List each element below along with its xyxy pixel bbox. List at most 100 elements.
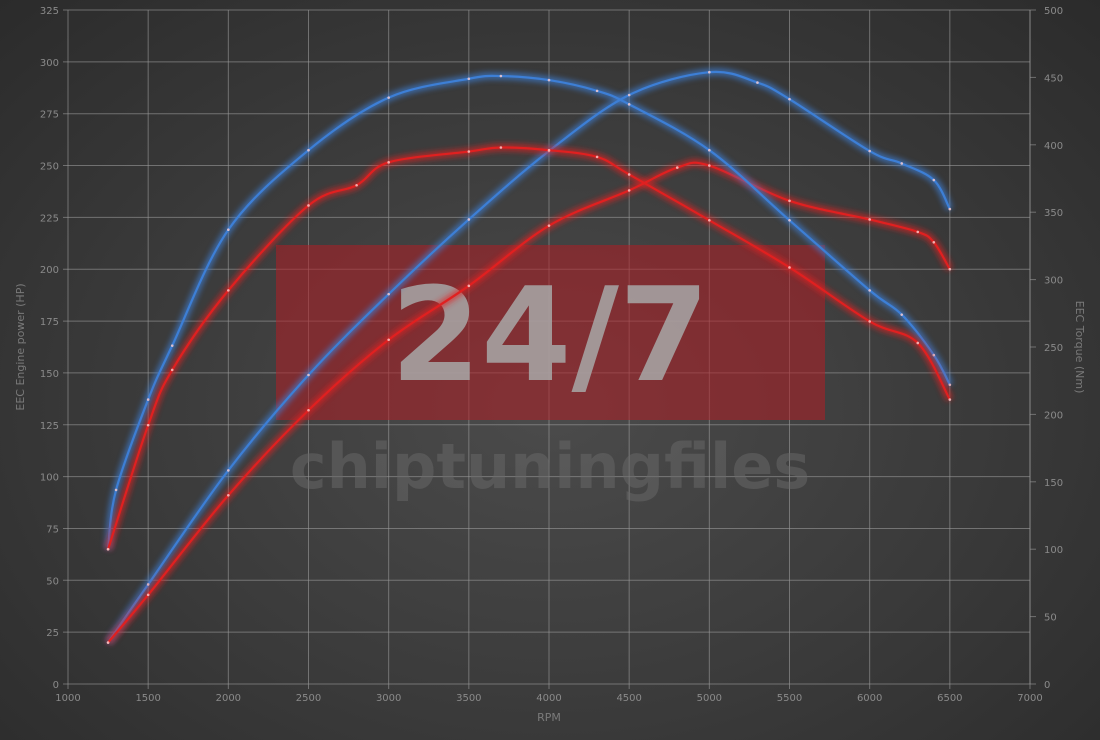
data-point [387, 292, 390, 296]
data-point [916, 341, 920, 345]
y-right-tick-label: 450 [1044, 73, 1063, 84]
y-right-tick-label: 0 [1044, 680, 1050, 691]
data-point [106, 641, 110, 644]
data-point [146, 398, 150, 401]
data-point [114, 488, 118, 492]
x-tick-label: 7000 [1017, 693, 1042, 704]
data-point [868, 218, 871, 221]
y-right-tick-label: 100 [1044, 545, 1063, 556]
data-point [499, 146, 503, 149]
y-right-tick-label: 400 [1044, 141, 1063, 152]
y-left-tick-label: 250 [40, 162, 59, 173]
x-tick-label: 2000 [216, 693, 241, 704]
data-point [146, 423, 150, 427]
data-point [900, 313, 904, 316]
data-point [948, 267, 952, 271]
data-point [627, 173, 631, 176]
data-point [916, 230, 920, 234]
data-point [467, 218, 471, 221]
data-point [932, 240, 936, 244]
y-axis-right-label: EEC Torque (Nm) [1073, 301, 1086, 394]
data-point [146, 583, 150, 586]
x-tick-label: 3000 [376, 693, 401, 704]
data-point [170, 368, 174, 372]
y-left-tick-label: 75 [46, 524, 59, 535]
x-tick-label: 3500 [456, 693, 481, 704]
data-point [948, 383, 952, 387]
data-point [355, 183, 358, 187]
x-tick-label: 5500 [777, 693, 802, 704]
data-point [708, 148, 711, 152]
watermark-logo-text: 24/7 [391, 259, 710, 411]
data-point [595, 89, 599, 93]
power-curve-0 [107, 70, 951, 644]
data-point [499, 74, 503, 78]
x-tick-label: 4500 [616, 693, 641, 704]
y-left-tick-label: 50 [46, 576, 59, 587]
data-point [788, 97, 791, 101]
data-point [467, 284, 471, 288]
data-point [627, 93, 631, 97]
y-right-tick-label: 350 [1044, 208, 1063, 219]
data-point [932, 353, 936, 357]
data-point [948, 398, 952, 401]
y-right-tick-label: 300 [1044, 276, 1063, 287]
data-point [547, 78, 551, 82]
data-point [387, 96, 390, 99]
torque-curve-3 [107, 146, 951, 550]
data-point [708, 218, 711, 222]
watermark-box [276, 245, 825, 420]
data-point [788, 266, 791, 269]
data-point [868, 289, 871, 292]
data-point [307, 408, 310, 412]
y-left-tick-label: 325 [40, 6, 59, 17]
data-point [900, 162, 904, 165]
data-point [227, 228, 230, 232]
x-tick-label: 2500 [296, 693, 321, 704]
data-point [547, 148, 551, 152]
data-point [868, 320, 871, 323]
x-axis-label: RPM [537, 711, 561, 724]
power-curve-1 [107, 161, 951, 644]
x-tick-label: 1000 [55, 693, 80, 704]
data-point [595, 155, 599, 159]
y-right-tick-label: 500 [1044, 6, 1063, 17]
data-point [788, 218, 791, 222]
data-point [467, 150, 471, 153]
data-point [307, 373, 310, 377]
watermark-logo: 24/7 chiptuningfiles [276, 245, 825, 503]
curves [104, 68, 953, 645]
y-right-tick-label: 250 [1044, 343, 1063, 354]
data-point [170, 344, 174, 347]
data-point [932, 178, 936, 182]
data-point [788, 199, 791, 203]
y-left-tick-label: 200 [40, 265, 59, 276]
y-left-tick-label: 150 [40, 369, 59, 380]
data-point [756, 81, 759, 84]
data-point [627, 189, 631, 192]
data-point [307, 148, 310, 152]
y-right-tick-label: 150 [1044, 478, 1063, 489]
data-point [387, 338, 390, 342]
y-left-tick-label: 225 [40, 213, 59, 224]
y-left-tick-label: 275 [40, 110, 59, 121]
y-left-tick-label: 300 [40, 58, 59, 69]
data-point [868, 149, 871, 153]
data-point [227, 289, 230, 292]
y-right-tick-label: 200 [1044, 410, 1063, 421]
y-left-tick-label: 0 [53, 680, 59, 691]
data-point [708, 70, 711, 74]
data-point [708, 164, 711, 167]
y-axis-left-label: EEC Engine power (HP) [14, 283, 27, 410]
y-left-tick-label: 25 [46, 628, 59, 639]
x-tick-label: 1500 [135, 693, 160, 704]
data-point [106, 547, 110, 551]
data-point [387, 161, 390, 164]
x-tick-label: 4000 [536, 693, 561, 704]
x-tick-label: 6500 [937, 693, 962, 704]
data-point [547, 224, 551, 227]
y-left-tick-label: 125 [40, 421, 59, 432]
x-tick-label: 6000 [857, 693, 882, 704]
data-point [948, 207, 952, 211]
